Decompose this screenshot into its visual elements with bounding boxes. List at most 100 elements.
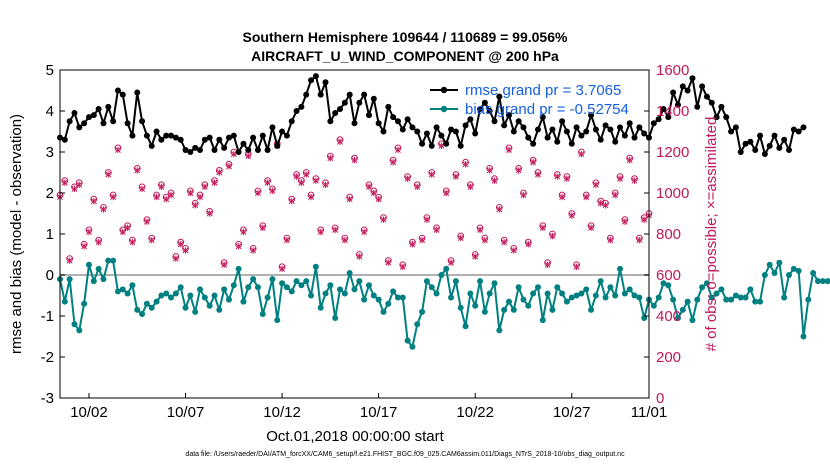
rmse-point [221,144,228,151]
rmse-point [143,132,150,139]
bias-point [346,269,353,276]
bias-point [665,282,672,289]
rmse-point [718,103,725,110]
bias-point [293,278,300,285]
bias-point [81,300,88,307]
rmse-point [761,151,768,158]
rmse-point [61,136,68,143]
obs-assimilated-point [76,181,83,188]
bias-point [225,296,232,303]
obs-assimilated-point [559,193,566,201]
left-tick-label: -2 [41,349,54,366]
rmse-point [607,126,614,133]
legend-rmse-marker [440,86,448,94]
obs-assimilated-point [481,236,488,244]
right-tick-label: 1400 [656,103,689,120]
bias-point [694,296,701,303]
legend-bias-text: bias grand pr = -0.52754 [465,101,629,118]
bias-point [201,294,208,301]
rmse-point [491,118,498,125]
rmse-point [327,118,334,125]
bias-point [670,296,677,303]
rmse-point [211,146,218,153]
bias-point [592,292,599,299]
bias-point [708,294,715,301]
obs-assimilated-point [428,171,435,178]
obs-count-layer [56,136,653,273]
rmse-point [534,126,541,133]
bias-point [713,290,720,297]
bias-point [264,294,271,301]
rmse-point [737,149,744,155]
rmse-point [124,120,131,127]
rmse-point [370,95,377,102]
obs-assimilated-point [341,236,348,244]
rmse-point [119,91,126,98]
obs-assimilated-point [491,177,498,184]
rmse-point [158,136,165,143]
obs-assimilated-point [206,210,213,217]
obs-assimilated-point [515,167,522,174]
bias-point [776,259,783,266]
obs-assimilated-point [95,239,102,246]
rmse-point [375,120,382,127]
bias-point [250,276,257,283]
bias-point [337,286,344,293]
rmse-point [694,103,701,110]
right-tick-label: 0 [656,390,664,407]
rmse-point [110,118,117,125]
bias-point [824,278,830,285]
right-tick-label: 800 [656,226,681,243]
rmse-point [279,128,286,135]
obs-assimilated-point [332,226,339,234]
obs-assimilated-point [423,216,430,223]
rmse-point [713,114,720,121]
rmse-point [742,140,749,147]
left-tick-label: 1 [46,226,54,243]
obs-assimilated-point [293,173,300,180]
rmse-point [85,114,92,121]
rmse-point [428,142,435,149]
bias-point [269,276,276,283]
rmse-point [554,138,561,145]
rmse-point [351,120,358,127]
rmse-point [568,140,575,147]
rmse-point [602,122,609,129]
obs-assimilated-point [356,253,363,260]
rmse-point [477,105,484,112]
obs-assimilated-point [385,259,392,266]
rmse-point [254,146,261,153]
bias-point [327,282,334,289]
obs-assimilated-point [578,150,585,158]
rmse-point [559,118,566,125]
rmse-point [134,89,141,96]
bias-point [448,294,455,301]
bias-point [636,294,643,301]
obs-assimilated-point [283,236,290,244]
right-tick-label: 1200 [656,144,689,161]
bias-point [452,278,459,285]
rmse-point [525,134,532,141]
obs-assimilated-point [235,243,242,250]
rmse-point [481,99,488,106]
left-tick-label: 5 [46,62,54,79]
bias-point [279,280,286,287]
obs-assimilated-point [419,236,426,244]
obs-assimilated-point [245,152,252,160]
bias-point [621,290,628,297]
obs-assimilated-point [535,171,541,178]
rmse-point [163,132,170,139]
rmse-point [621,132,628,139]
obs-assimilated-point [617,175,623,182]
obs-assimilated-point [90,198,97,205]
obs-assimilated-point [134,167,141,174]
rmse-point [66,118,73,125]
bias-point [728,296,735,303]
bias-point [254,284,261,291]
bias-point [235,265,242,272]
rmse-point [356,99,363,106]
obs-assimilated-point [438,142,445,150]
bias-point [197,286,204,293]
obs-assimilated-point [366,183,372,191]
bias-point [515,284,522,291]
